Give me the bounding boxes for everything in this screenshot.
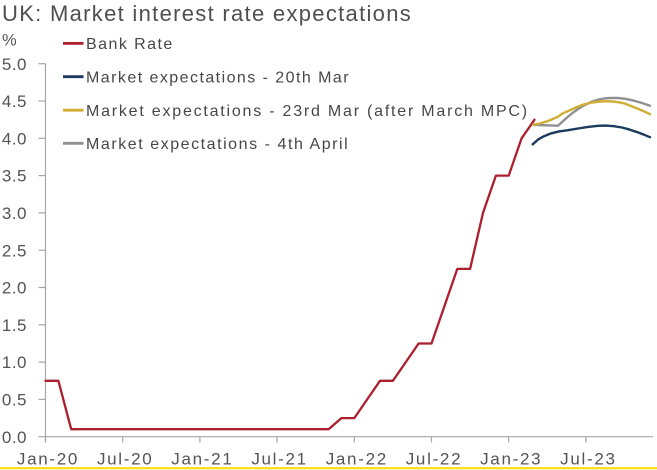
svg-text:Jul-23: Jul-23 xyxy=(560,450,617,469)
svg-text:3.0: 3.0 xyxy=(2,204,27,223)
svg-text:UK: Market interest rate expec: UK: Market interest rate expectations xyxy=(2,1,412,26)
svg-text:2.5: 2.5 xyxy=(2,241,27,260)
svg-text:Jul-22: Jul-22 xyxy=(406,450,463,469)
svg-text:Bank Rate: Bank Rate xyxy=(86,36,174,53)
svg-text:2.0: 2.0 xyxy=(2,279,27,298)
svg-text:Jan-21: Jan-21 xyxy=(171,450,233,469)
svg-text:0.5: 0.5 xyxy=(2,391,27,410)
svg-text:Jan-22: Jan-22 xyxy=(326,450,388,469)
svg-text:Market expectations - 23rd Mar: Market expectations - 23rd Mar (after Ma… xyxy=(86,103,529,120)
svg-text:1.5: 1.5 xyxy=(2,316,27,335)
svg-text:0.0: 0.0 xyxy=(2,428,27,447)
svg-text:3.5: 3.5 xyxy=(2,167,27,186)
svg-text:Jan-20: Jan-20 xyxy=(17,450,79,469)
svg-text:%: % xyxy=(2,32,17,50)
svg-text:1.0: 1.0 xyxy=(2,353,27,372)
svg-text:Market expectations - 20th Mar: Market expectations - 20th Mar xyxy=(86,70,350,87)
svg-text:Jan-23: Jan-23 xyxy=(480,450,542,469)
svg-text:4.5: 4.5 xyxy=(2,92,27,111)
svg-text:Market expectations - 4th Apri: Market expectations - 4th April xyxy=(86,136,349,153)
svg-text:Jul-20: Jul-20 xyxy=(97,450,154,469)
svg-text:4.0: 4.0 xyxy=(2,129,27,148)
svg-text:Jul-21: Jul-21 xyxy=(251,450,308,469)
svg-text:5.0: 5.0 xyxy=(2,55,27,74)
